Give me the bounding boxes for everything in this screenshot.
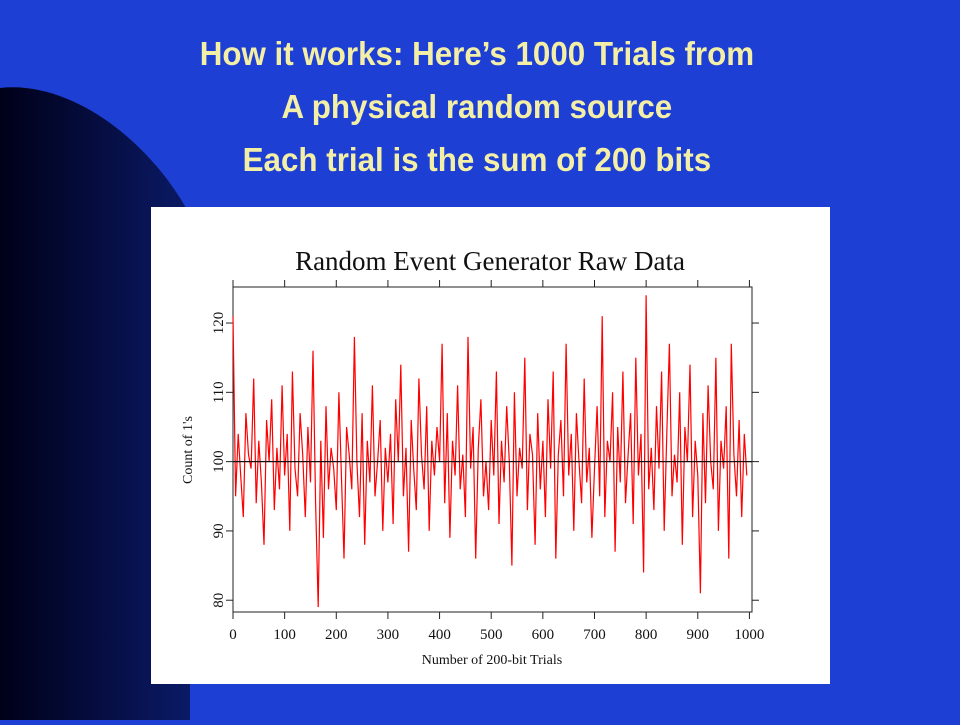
x-tick-label: 300 [377,627,400,643]
y-tick-label: 120 [211,312,227,335]
x-tick-label: 900 [687,627,710,643]
y-tick-label: 100 [211,450,227,473]
x-tick-label: 100 [273,627,296,643]
x-axis-label: Number of 200-bit Trials [422,653,562,668]
y-tick-label: 90 [211,523,227,538]
data-line [232,295,748,608]
x-tick-label: 200 [325,627,348,643]
x-tick-label: 700 [583,627,606,643]
slide-title: How it works: Here’s 1000 Trials from [200,35,754,72]
x-tick-label: 1000 [734,627,764,643]
y-axis-label: Count of 1's [181,416,196,484]
x-tick-label: 800 [635,627,658,643]
y-tick-label: 110 [211,381,227,403]
slide-title: Each trial is the sum of 200 bits [243,141,711,178]
plot-frame [232,286,753,613]
decor-arc [0,87,190,720]
slide-title: A physical random source [282,88,673,125]
y-tick-label: 80 [211,593,227,608]
x-tick-label: 0 [229,627,237,643]
x-tick-label: 500 [480,627,503,643]
x-tick-label: 400 [428,627,451,643]
x-tick-label: 600 [532,627,555,643]
chart-title: Random Event Generator Raw Data [295,246,685,276]
